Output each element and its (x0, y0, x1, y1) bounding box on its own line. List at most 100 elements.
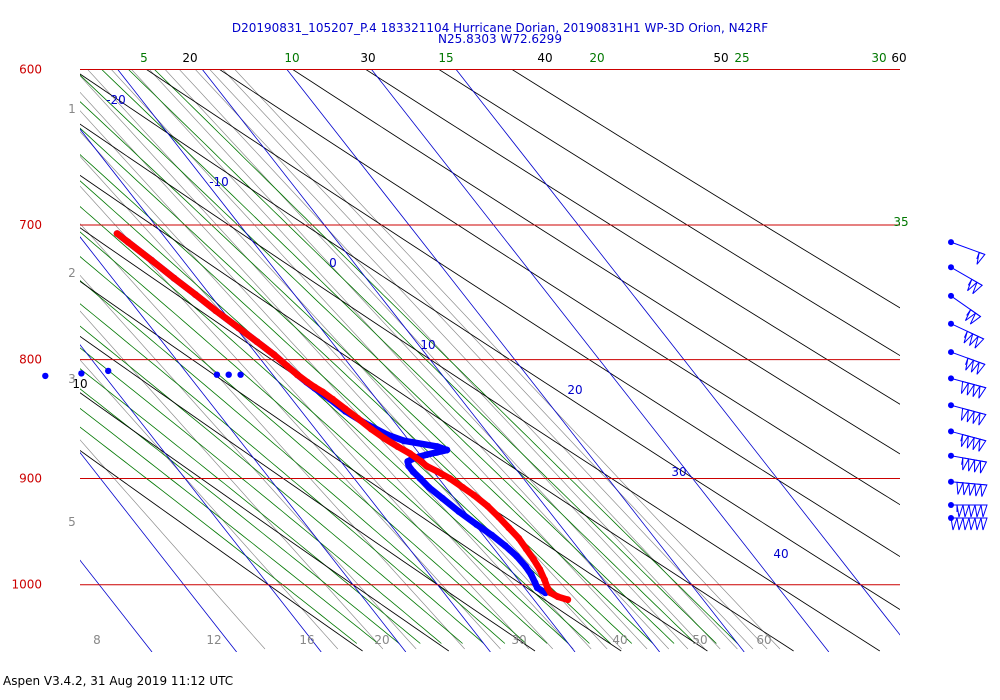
wind-barb-flag (968, 458, 976, 472)
dewpoint-outlier-point (42, 372, 49, 380)
wind-barb-flag (980, 517, 988, 531)
moist-adiabat-line (153, 69, 738, 644)
wind-barb-flag (962, 504, 970, 518)
moist-adiabat-line (80, 206, 569, 644)
wind-barb-flag (964, 308, 977, 322)
wind-barb (948, 349, 986, 375)
temperature-point-segment (124, 238, 155, 264)
moist-adiabat-label: 15 (438, 51, 453, 65)
wind-barb-half (967, 279, 973, 286)
moist-adiabat-line (80, 303, 484, 644)
temperature-point-segment (192, 291, 219, 314)
wind-barb-flag (966, 409, 975, 423)
wind-barb-flag (956, 517, 964, 531)
moist-adiabat-label: 20 (589, 51, 604, 65)
chart-title: D20190831_105207_P.4 183321104 Hurricane… (231, 21, 769, 35)
wind-barb-flag (962, 457, 970, 471)
wind-barb-flag (972, 281, 984, 295)
isotherm-line (80, 451, 237, 652)
dry-adiabat-line (437, 69, 900, 357)
mixing-ratio-label: 12 (206, 633, 221, 647)
isotherm-label: 40 (773, 547, 788, 561)
isotherms (80, 69, 900, 652)
wind-barb-half (961, 457, 964, 465)
wind-barb (948, 501, 988, 518)
wind-barb-flag (956, 504, 964, 518)
moist-adiabat-label: 25 (734, 51, 749, 65)
moist-adiabat-line (80, 388, 400, 644)
wind-barb-flag (978, 385, 987, 399)
dewpoint-outlier-point (78, 370, 85, 377)
moist-adiabats (80, 69, 738, 644)
wind-barb-flag (960, 380, 970, 394)
mixing-ratio-line (234, 69, 781, 650)
wind-barb-flag (974, 459, 982, 473)
wind-barb-flag (978, 412, 987, 426)
wind-barb-half (960, 434, 964, 442)
mixing-ratio-line (148, 69, 689, 650)
wind-barb-flag (972, 410, 981, 424)
wind-barb-flag (966, 382, 975, 396)
wind-barb-flag (974, 335, 985, 349)
wind-barb-flag (956, 481, 964, 495)
dry-adiabat-label: 50 (713, 51, 728, 65)
wind-barb-flag (976, 251, 986, 265)
moist-adiabat-line (100, 69, 696, 644)
mixing-ratio-line (80, 110, 574, 650)
wind-barb (948, 402, 987, 426)
isotherm-line (80, 344, 322, 652)
isotherm-line (286, 69, 745, 652)
wind-barb-flag (960, 407, 970, 421)
dry-adiabat-line (511, 69, 900, 309)
moist-adiabat-line (127, 69, 717, 644)
isotherm-label: -10 (209, 175, 229, 189)
height-label: 2 (68, 266, 76, 280)
wind-barb-flag (962, 517, 970, 531)
temperature-point-segment (212, 307, 242, 331)
mixing-ratio-line (222, 69, 768, 650)
height-label: 3 (68, 372, 76, 386)
mixing-ratio-lines (80, 69, 781, 650)
isotherm-label: 10 (420, 338, 435, 352)
mixing-ratio-line (80, 75, 608, 650)
dewpoint-outlier-point (225, 371, 232, 378)
mixing-ratio-label: 50 (692, 633, 707, 647)
mixing-ratio-line (194, 69, 738, 650)
dewpoint-outlier-point (213, 371, 221, 378)
mixing-ratio-line (80, 310, 384, 650)
dry-adiabat-label: 40 (537, 51, 552, 65)
wind-barb-flag (980, 483, 988, 497)
moist-adiabat-label: 35 (893, 215, 908, 229)
wind-barb (948, 452, 988, 474)
height-label: 1 (68, 102, 76, 116)
wind-barb-half (965, 358, 969, 365)
wind-barb-flag (978, 438, 987, 452)
wind-barb-flag (974, 504, 982, 518)
moist-adiabat-line (80, 101, 654, 644)
mixing-ratio-line (80, 359, 339, 650)
isotherm-label: 30 (671, 465, 686, 479)
wind-barb (948, 239, 986, 265)
wind-barb-flag (976, 361, 986, 375)
mixing-ratio-line (80, 91, 592, 650)
pressure-tick-label: 900 (19, 471, 42, 485)
isotherm-line (80, 128, 491, 652)
temperature-point-segment (235, 324, 261, 346)
mixing-ratio-label: 30 (511, 633, 526, 647)
chart-subtitle: N25.8303 W72.6299 (438, 32, 562, 46)
mixing-ratio-label: 16 (299, 633, 314, 647)
isotherm-line (117, 69, 576, 652)
moist-adiabat-line (80, 231, 548, 644)
mixing-ratio-label: 60 (756, 633, 771, 647)
wind-barb-flag (970, 359, 981, 373)
mixing-ratio-line (80, 131, 554, 650)
wind-barb (948, 478, 988, 497)
moist-adiabat-line (80, 74, 675, 644)
dry-adiabat-label: 10 (72, 377, 87, 391)
dry-adiabat-line (80, 392, 450, 652)
dewpoint-outlier-point (237, 371, 244, 378)
moist-adiabat-label: 5 (140, 51, 148, 65)
wind-barb-flag (960, 433, 970, 447)
wind-barb (948, 320, 985, 349)
mixing-ratio-label: 40 (612, 633, 627, 647)
